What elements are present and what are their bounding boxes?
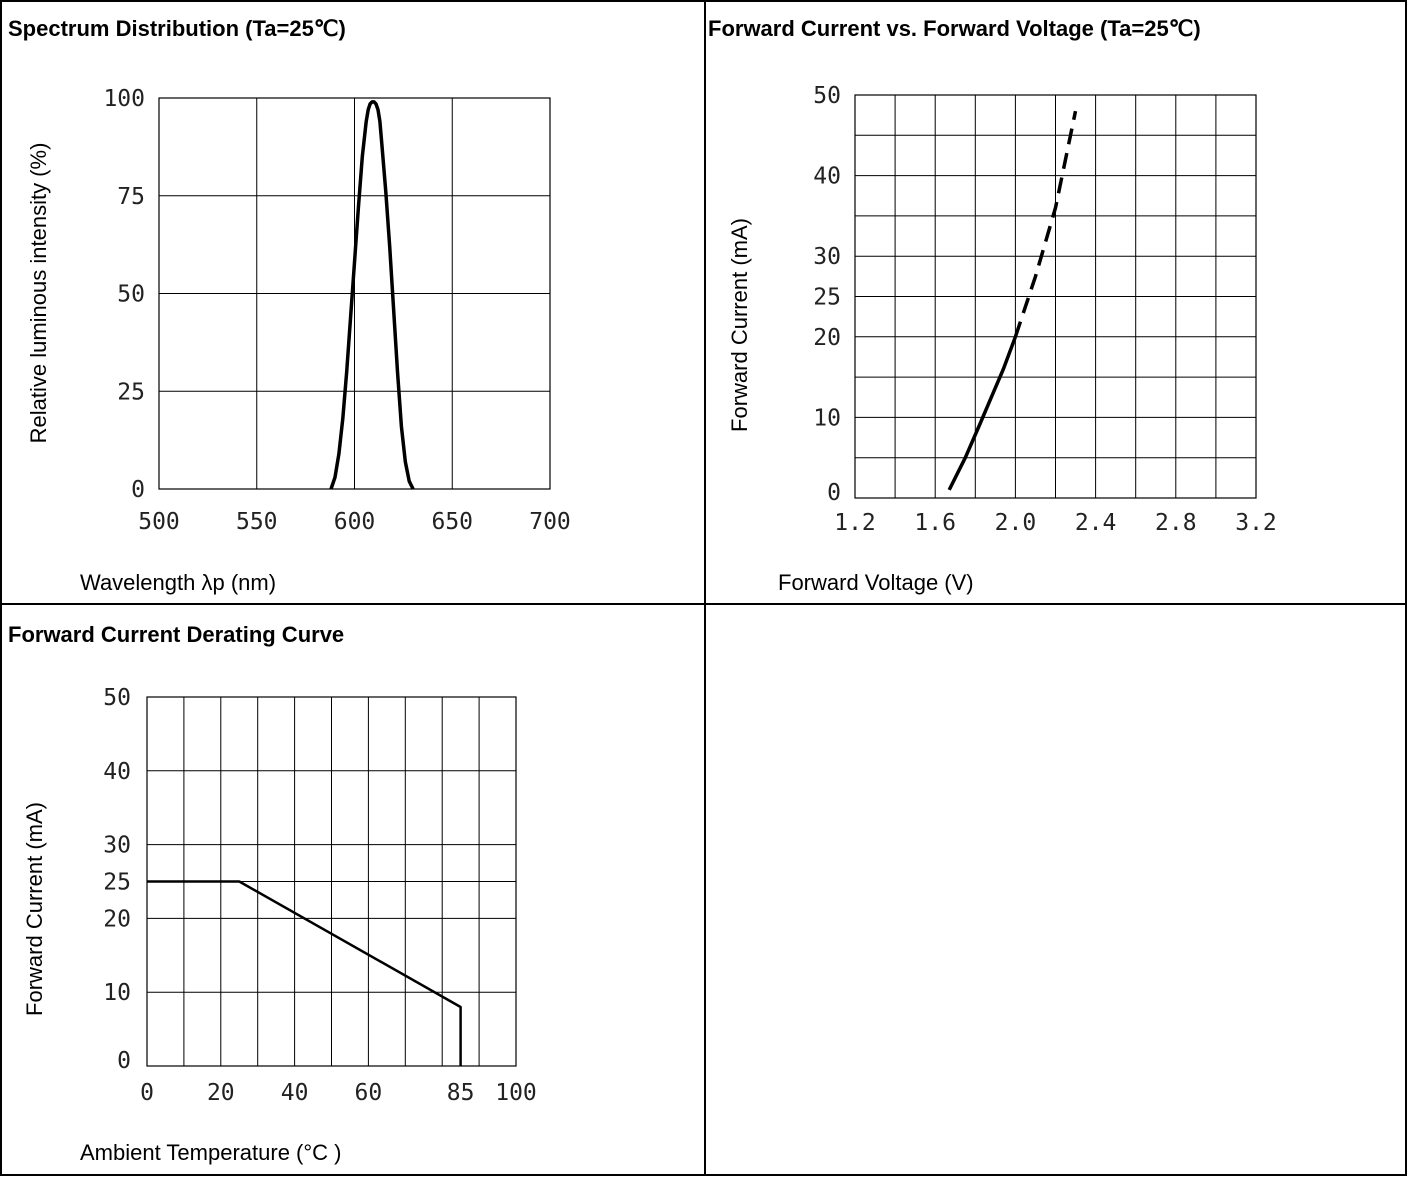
y-tick-label: 30 [813,244,841,270]
x-tick-label: 60 [355,1080,383,1106]
y-tick-label: 40 [813,164,841,190]
y-tick-label: 30 [103,833,131,859]
x-tick-label: 85 [447,1080,475,1106]
y-axis-label: Forward Current (mA) [22,802,47,1016]
spectrum-chart: 500 550 600 650 700 0 25 50 75 100 Wavelength λp (… [26,86,571,595]
iv-chart: 1.2 1.6 2.0 2.4 2.8 3.2 0 10 20 25 30 40 50 Forward V… [727,83,1277,595]
y-tick-label: 0 [131,477,145,503]
x-tick-label: 100 [495,1080,537,1106]
y-tick-label: 75 [117,184,145,210]
derating-cell: Forward Current Derating Curve 0 20 40 60 85… [0,604,705,1176]
x-axis-label: Forward Voltage (V) [778,570,974,595]
y-tick-label: 10 [103,980,131,1006]
derating-chart: 0 20 40 60 85 100 0 10 20 25 30 40 50 Ambient Tempera… [22,685,537,1165]
x-tick-label: 550 [236,509,278,535]
y-tick-label: 0 [117,1048,131,1074]
y-tick-label: 0 [827,480,841,506]
x-tick-label: 0 [140,1080,154,1106]
x-tick-label: 600 [334,509,376,535]
chart-title: Forward Current vs. Forward Voltage (Ta=… [708,16,1201,41]
series-line-1 [1013,110,1078,338]
spectrum-cell: Spectrum Distribution (Ta=25℃) 500 550 600… [0,0,705,604]
plot-frame [158,97,551,490]
y-tick-label: 25 [117,379,145,405]
x-tick-label: 40 [281,1080,309,1106]
x-tick-label: 1.6 [914,510,956,536]
x-tick-label: 650 [431,509,473,535]
x-axis-label: Wavelength λp (nm) [80,570,276,595]
chart-title: Spectrum Distribution (Ta=25℃) [8,16,346,41]
series-line-0 [329,100,415,490]
y-axis-label: Relative luminous intensity (%) [26,143,51,444]
x-tick-label: 700 [529,509,571,535]
plot-frame [854,94,1257,499]
y-tick-label: 50 [813,83,841,109]
y-tick-label: 50 [117,282,145,308]
x-tick-label: 500 [138,509,180,535]
y-tick-label: 10 [813,405,841,431]
x-tick-label: 1.2 [834,510,876,536]
x-tick-label: 2.4 [1075,510,1117,536]
y-tick-label: 25 [103,870,131,896]
x-axis-label: Ambient Temperature (°C ) [80,1140,342,1165]
y-tick-label: 40 [103,759,131,785]
series-line-0 [147,880,462,1066]
x-tick-label: 3.2 [1235,510,1277,536]
y-tick-label: 20 [103,906,131,932]
y-axis-label: Forward Current (mA) [727,218,752,432]
x-tick-label: 20 [207,1080,235,1106]
y-tick-label: 50 [103,685,131,711]
x-tick-label: 2.8 [1155,510,1197,536]
iv-cell: Forward Current vs. Forward Voltage (Ta=… [705,0,1407,604]
y-tick-label: 25 [813,285,841,311]
y-tick-label: 20 [813,325,841,351]
y-tick-label: 100 [103,86,145,112]
x-tick-label: 2.0 [995,510,1037,536]
chart-title: Forward Current Derating Curve [8,622,345,647]
series-line-0 [947,336,1018,491]
